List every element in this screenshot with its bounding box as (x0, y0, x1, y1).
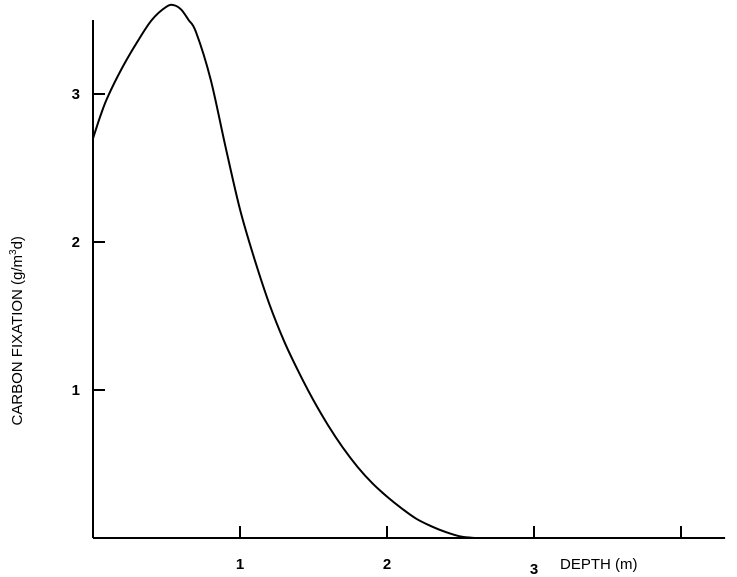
y-tick-label: 2 (72, 234, 80, 251)
y-axis-title-superscript: 3 (8, 249, 19, 255)
y-tick-label: 1 (72, 382, 80, 399)
y-ticks: 1 2 3 (72, 86, 105, 399)
x-tick-label: 2 (383, 556, 391, 573)
x-ticks: 1 2 3 (236, 526, 682, 577)
y-tick-label: 3 (72, 86, 80, 103)
x-tick-label: 1 (236, 556, 244, 573)
carbon-fixation-curve (92, 3, 476, 539)
y-axis-title-tail: d) (9, 236, 26, 249)
x-tick-label: 3 (530, 561, 538, 577)
axes (92, 20, 726, 539)
series-group (92, 3, 476, 539)
y-axis-title: CARBON FIXATION (g/m3d) (8, 236, 26, 425)
y-axis-title-main: CARBON FIXATION (g/m (9, 255, 26, 426)
x-axis-title: DEPTH (m) (560, 556, 638, 573)
